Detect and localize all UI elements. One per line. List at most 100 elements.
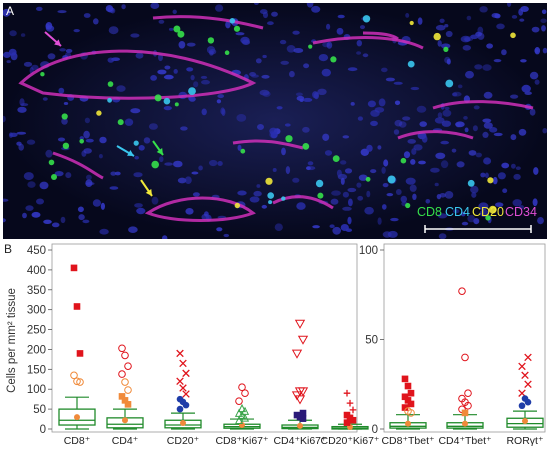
outlier-point [521,371,529,380]
mean-marker [239,422,245,429]
nucleus [466,15,472,21]
nucleus [58,87,65,94]
annotation-arrowhead [127,149,134,156]
stained-cell [234,202,240,209]
nucleus [272,168,277,172]
outlier-point [401,393,409,401]
nucleus [470,34,479,40]
nucleus [292,177,300,183]
nucleus [510,134,517,141]
stained-cell [40,72,45,77]
mean-marker [405,420,411,427]
nucleus [168,27,174,31]
nucleus [276,106,283,110]
nucleus [107,57,115,63]
outlier-point [464,401,472,410]
nucleus [209,159,218,167]
outlier-point [343,419,351,426]
nucleus [45,149,53,158]
mean-marker [522,417,528,424]
nucleus [295,92,303,97]
nucleus [483,122,493,129]
nucleus [311,5,321,13]
nucleus [377,217,382,225]
nucleus [393,129,400,135]
nucleus [216,99,222,104]
stained-cell [485,215,491,221]
stained-cell [51,174,57,180]
nucleus [85,182,95,186]
nucleus [261,74,270,79]
nucleus [452,209,460,214]
nucleus [532,198,538,207]
outlier-point [291,349,303,359]
nucleus [336,169,342,177]
stained-cell [224,50,230,55]
nucleus [73,29,80,33]
nucleus [93,18,99,25]
box-plot [331,423,369,431]
outlier-point [404,382,412,390]
nucleus [344,168,353,174]
nucleus [267,21,274,26]
nucleus [474,64,483,70]
stained-cell [233,25,241,32]
nucleus [133,172,143,178]
nucleus [193,81,199,88]
outlier-point [299,409,307,417]
nucleus [110,7,116,14]
stained-cell [405,202,411,209]
stained-cell [107,97,112,103]
nucleus [99,228,109,235]
outlier-point [464,389,472,398]
nucleus [27,181,36,188]
y-tick-label: 300 [27,305,46,317]
box-plot [281,419,319,430]
nucleus [215,4,224,12]
nucleus [36,198,44,205]
nucleus [274,223,283,231]
nucleus [336,27,344,35]
nucleus [510,94,519,99]
stained-cell [133,140,139,146]
nucleus [330,198,339,205]
nucleus [512,199,522,207]
outlier-point [73,377,81,386]
nucleus [114,171,121,176]
nucleus [83,130,90,139]
nucleus [177,177,187,184]
nucleus [493,132,503,137]
nucleus [51,222,60,228]
y-tick-label: 100 [359,245,378,257]
micrograph-image [3,3,547,239]
nucleus [63,102,69,105]
nucleus [470,185,479,194]
nucleus [386,193,394,197]
nucleus [364,206,374,215]
nucleus [256,184,261,188]
nucleus [482,118,492,123]
outlier-point [524,353,532,362]
nucleus [342,206,352,211]
outlier-point [518,402,526,410]
nucleus [438,233,447,239]
box-plot [506,410,544,430]
nucleus [47,53,56,60]
nucleus [529,108,536,116]
nucleus [185,208,194,215]
panel-b-label: B [4,242,13,256]
stained-cell [487,177,494,184]
outlier-point [407,389,415,397]
outlier-point [76,378,84,386]
nucleus [186,67,194,72]
nucleus [253,190,262,197]
mean-marker [74,414,80,421]
nucleus [419,121,428,127]
iqr-box [446,422,484,429]
nucleus [342,191,349,198]
nucleus [479,6,488,13]
nucleus [463,116,468,120]
outlier-point [118,393,126,400]
nucleus [262,11,269,19]
nucleus [495,202,504,207]
